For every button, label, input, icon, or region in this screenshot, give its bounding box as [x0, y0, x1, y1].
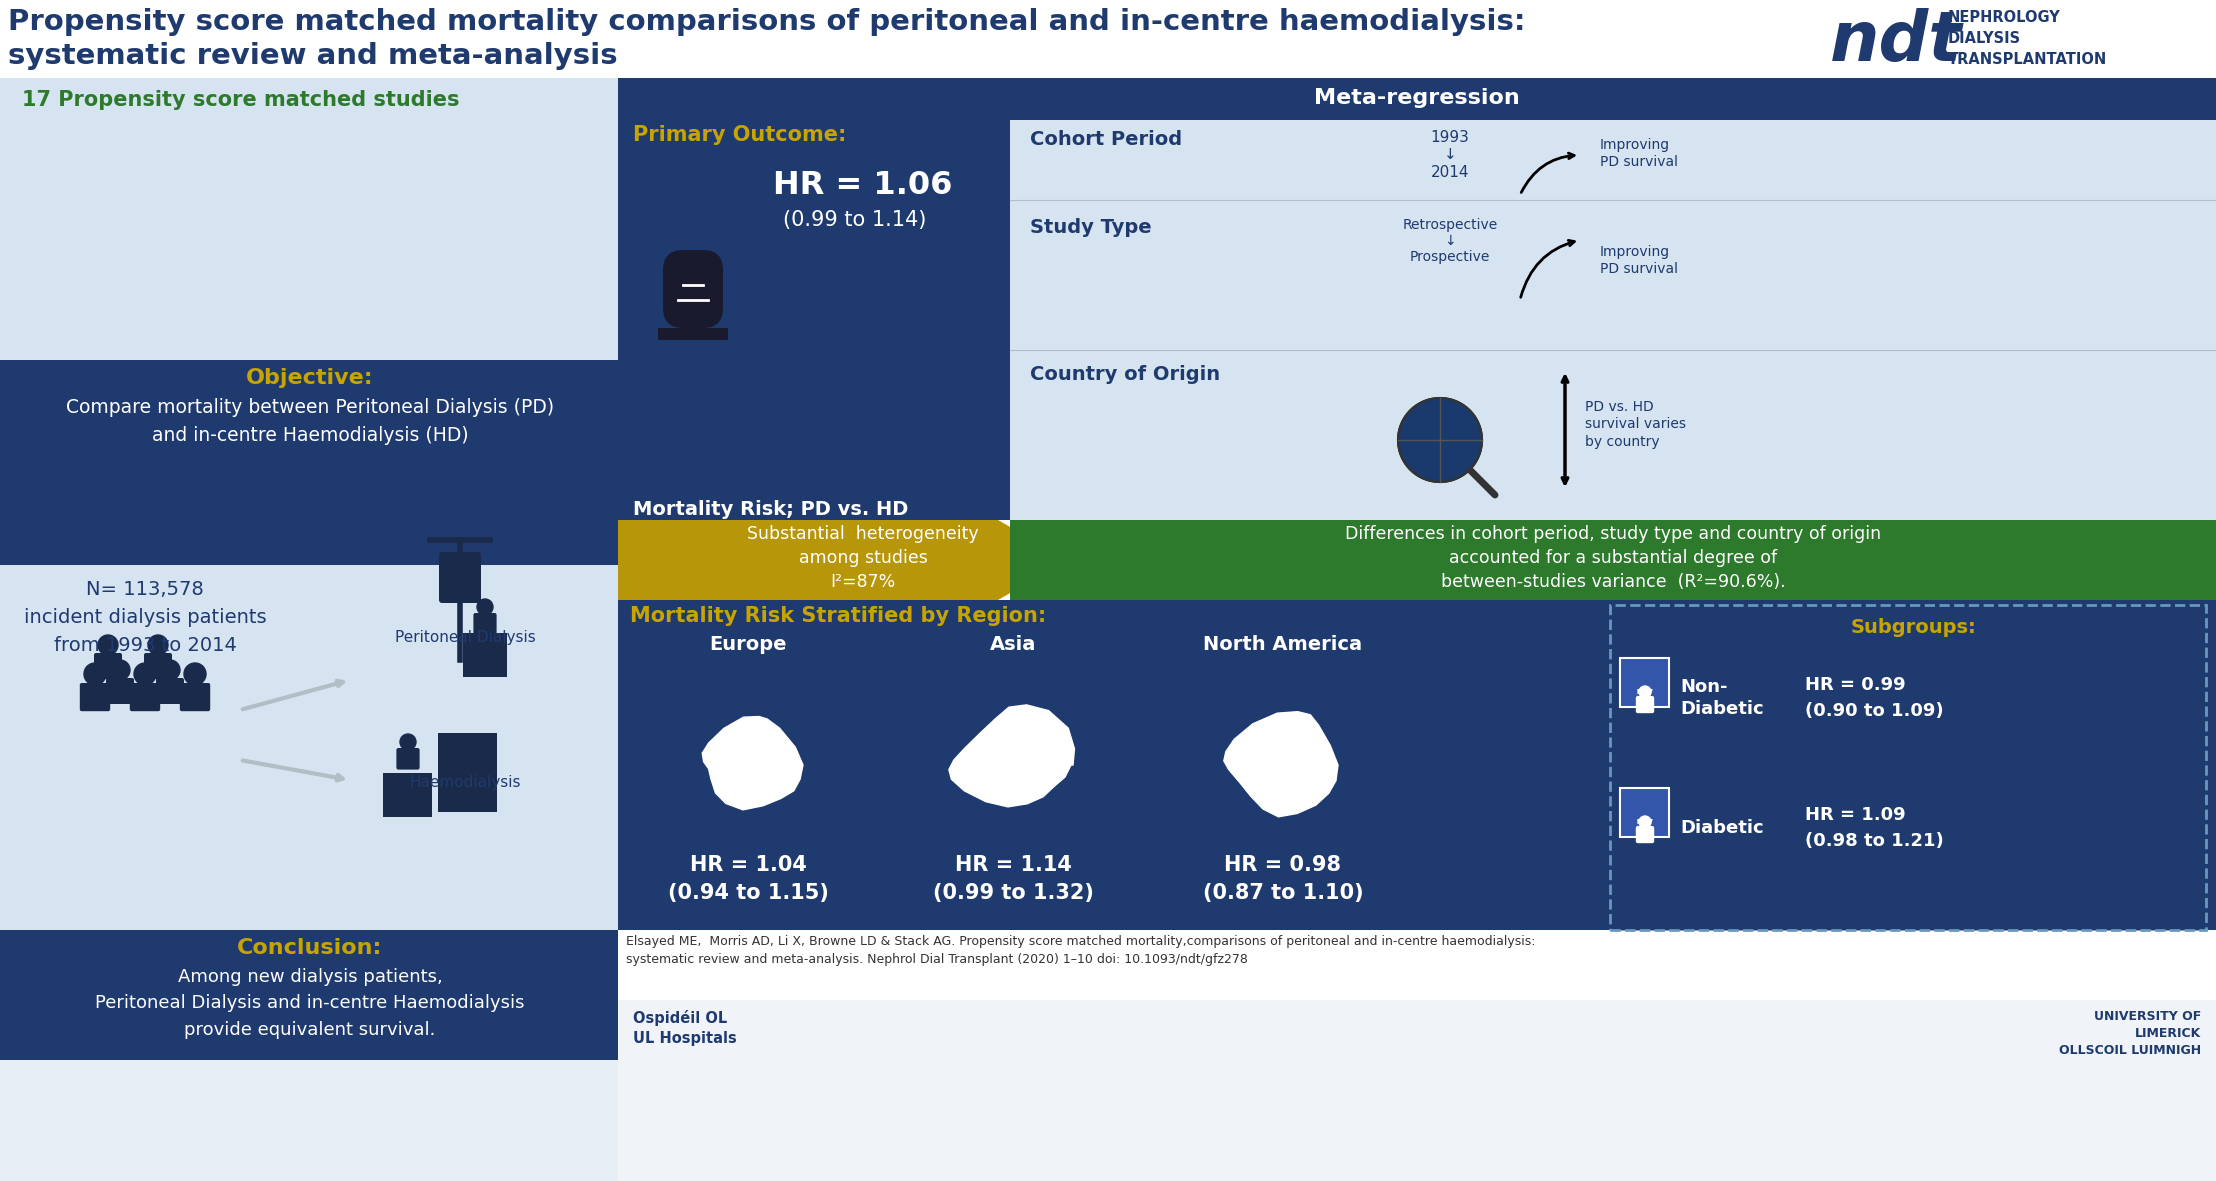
Bar: [1010, 520, 2216, 600]
Bar: [0, 565, 618, 929]
Circle shape: [84, 663, 106, 685]
Text: North America: North America: [1203, 635, 1363, 654]
Bar: [618, 929, 2216, 1000]
Bar: [618, 1000, 2216, 1181]
Text: UNIVERSITY OF
LIMERICK
OLLSCOIL LUIMNIGH: UNIVERSITY OF LIMERICK OLLSCOIL LUIMNIGH: [2059, 1010, 2200, 1057]
Text: Elsayed ME,  Morris AD, Li X, Browne LD & Stack AG. Propensity score matched mor: Elsayed ME, Morris AD, Li X, Browne LD &…: [625, 935, 1536, 966]
Circle shape: [401, 735, 417, 750]
FancyBboxPatch shape: [93, 653, 122, 679]
FancyBboxPatch shape: [397, 748, 419, 770]
Text: Improving
PD survival: Improving PD survival: [1600, 244, 1678, 276]
Text: HR = 0.98
(0.87 to 1.10): HR = 0.98 (0.87 to 1.10): [1203, 855, 1363, 903]
Text: HR = 0.99
(0.90 to 1.09): HR = 0.99 (0.90 to 1.09): [1806, 677, 1943, 719]
FancyBboxPatch shape: [439, 552, 481, 603]
Text: Propensity score matched mortality comparisons of peritoneal and in-centre haemo: Propensity score matched mortality compa…: [9, 8, 1525, 35]
Text: systematic review and meta-analysis: systematic review and meta-analysis: [9, 43, 618, 70]
Text: Country of Origin: Country of Origin: [1030, 365, 1221, 384]
FancyBboxPatch shape: [1620, 788, 1669, 837]
Text: Mortality Risk Stratified by Region:: Mortality Risk Stratified by Region:: [629, 606, 1046, 626]
FancyBboxPatch shape: [1611, 605, 2205, 929]
Polygon shape: [1223, 712, 1338, 817]
Text: Conclusion:: Conclusion:: [237, 938, 383, 958]
Circle shape: [98, 635, 117, 655]
FancyBboxPatch shape: [439, 733, 496, 813]
Circle shape: [111, 660, 131, 680]
Text: Subgroups:: Subgroups:: [1850, 618, 1977, 637]
FancyBboxPatch shape: [106, 678, 133, 704]
Circle shape: [133, 663, 155, 685]
Text: HR = 1.14
(0.99 to 1.32): HR = 1.14 (0.99 to 1.32): [933, 855, 1092, 903]
Text: 1993
↓
2014: 1993 ↓ 2014: [1432, 130, 1469, 180]
FancyBboxPatch shape: [155, 678, 184, 704]
Text: Meta-regression: Meta-regression: [1314, 89, 1520, 107]
Circle shape: [1398, 398, 1483, 482]
Bar: [658, 328, 729, 340]
Polygon shape: [0, 360, 729, 565]
Bar: [0, 78, 618, 360]
Text: Diabetic: Diabetic: [1680, 818, 1764, 837]
FancyBboxPatch shape: [1620, 658, 1669, 707]
Polygon shape: [702, 717, 802, 810]
FancyBboxPatch shape: [463, 633, 507, 677]
Text: Objective:: Objective:: [246, 368, 375, 389]
FancyBboxPatch shape: [80, 683, 111, 711]
Text: Cohort Period: Cohort Period: [1030, 130, 1181, 149]
Circle shape: [160, 660, 179, 680]
Bar: [0, 1061, 618, 1181]
Bar: [618, 78, 2216, 120]
Polygon shape: [618, 520, 1068, 600]
Bar: [618, 600, 2216, 929]
Text: Primary Outcome:: Primary Outcome:: [634, 125, 847, 145]
FancyBboxPatch shape: [474, 613, 496, 634]
Text: 17 Propensity score matched studies: 17 Propensity score matched studies: [22, 90, 459, 110]
Circle shape: [184, 663, 206, 685]
Circle shape: [1640, 686, 1651, 698]
Text: N= 113,578
incident dialysis patients
from 1993 to 2014: N= 113,578 incident dialysis patients fr…: [24, 580, 266, 655]
Text: Study Type: Study Type: [1030, 218, 1152, 237]
Bar: [1010, 120, 2216, 520]
Text: ndt: ndt: [1830, 8, 1963, 76]
Text: Compare mortality between Peritoneal Dialysis (PD)
and in-centre Haemodialysis (: Compare mortality between Peritoneal Dia…: [66, 398, 554, 445]
Text: PD vs. HD
survival varies
by country: PD vs. HD survival varies by country: [1584, 400, 1686, 449]
Text: HR = 1.06: HR = 1.06: [773, 170, 953, 201]
Circle shape: [1640, 816, 1651, 828]
Text: 57: 57: [1635, 818, 1653, 831]
FancyBboxPatch shape: [179, 683, 211, 711]
Text: Retrospective
↓
Prospective: Retrospective ↓ Prospective: [1403, 218, 1498, 265]
Text: Non-
Diabetic: Non- Diabetic: [1680, 678, 1764, 718]
Text: Among new dialysis patients,
Peritoneal Dialysis and in-centre Haemodialysis
pro: Among new dialysis patients, Peritoneal …: [95, 968, 525, 1039]
Text: Peritoneal Dialysis: Peritoneal Dialysis: [394, 629, 536, 645]
Polygon shape: [0, 929, 729, 1061]
FancyBboxPatch shape: [144, 653, 173, 679]
Polygon shape: [948, 705, 1075, 807]
Text: Substantial  heterogeneity
among studies
I²=87%: Substantial heterogeneity among studies …: [747, 526, 979, 590]
Text: Asia: Asia: [991, 635, 1037, 654]
Text: Differences in cohort period, study type and country of origin
accounted for a s: Differences in cohort period, study type…: [1345, 526, 1881, 590]
Text: 57: 57: [1635, 689, 1653, 702]
Text: Ospidéil OL
UL Hospitals: Ospidéil OL UL Hospitals: [634, 1010, 736, 1046]
FancyBboxPatch shape: [663, 250, 722, 328]
Text: NEPHROLOGY
DIALYSIS
TRANSPLANTATION: NEPHROLOGY DIALYSIS TRANSPLANTATION: [1948, 9, 2107, 67]
Text: Mortality Risk; PD vs. HD: Mortality Risk; PD vs. HD: [634, 500, 909, 518]
FancyBboxPatch shape: [1635, 696, 1653, 713]
Circle shape: [476, 599, 492, 615]
FancyBboxPatch shape: [383, 774, 432, 817]
Text: Europe: Europe: [709, 635, 787, 654]
Bar: [618, 120, 1010, 520]
Text: HR = 1.09
(0.98 to 1.21): HR = 1.09 (0.98 to 1.21): [1806, 807, 1943, 849]
Circle shape: [148, 635, 168, 655]
Text: (0.99 to 1.14): (0.99 to 1.14): [782, 210, 926, 230]
Text: HR = 1.04
(0.94 to 1.15): HR = 1.04 (0.94 to 1.15): [667, 855, 829, 903]
FancyBboxPatch shape: [1635, 826, 1653, 843]
Text: Improving
PD survival: Improving PD survival: [1600, 138, 1678, 169]
Text: Haemodialysis: Haemodialysis: [410, 775, 521, 790]
FancyBboxPatch shape: [131, 683, 160, 711]
